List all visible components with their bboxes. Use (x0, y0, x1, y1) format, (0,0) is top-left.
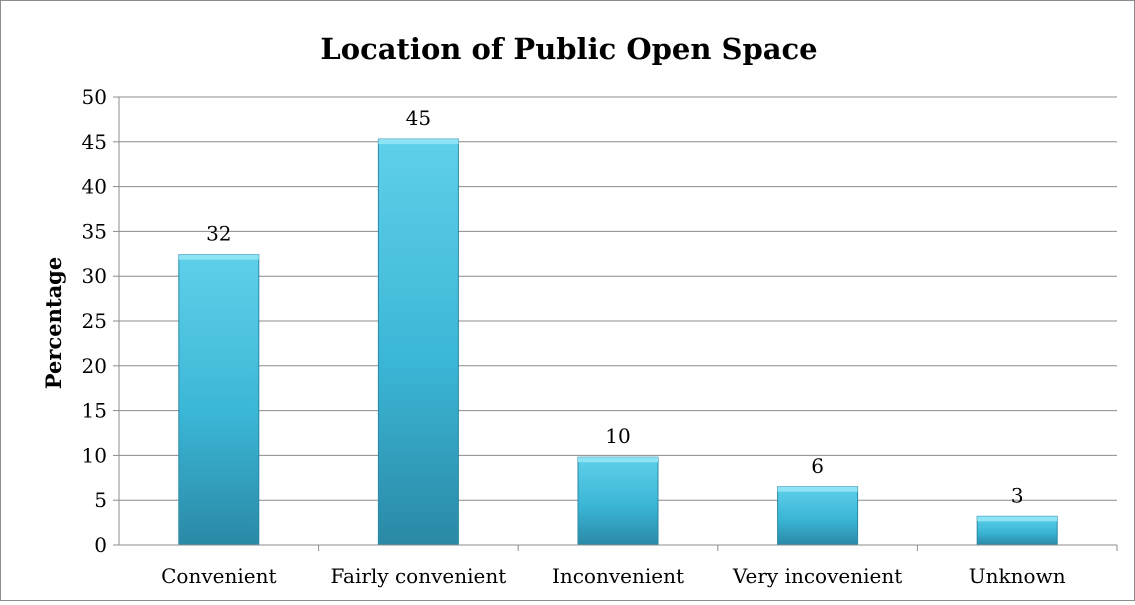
bar (377, 138, 459, 546)
y-tick-label: 15 (82, 399, 107, 423)
data-label: 10 (605, 424, 630, 448)
data-label: 3 (1011, 483, 1024, 507)
x-tick-label: Very incovenient (732, 564, 902, 588)
bar (577, 456, 659, 546)
bar (178, 254, 260, 546)
y-axis-ticks: 0 5 10 15 20 25 30 35 40 45 50 (82, 85, 107, 557)
x-tick-label: Convenient (161, 564, 276, 588)
x-tick-label: Inconvenient (552, 564, 684, 588)
y-tick-label: 30 (82, 264, 107, 288)
y-axis-label: Percentage (41, 257, 66, 389)
y-tick-label: 50 (82, 85, 107, 109)
y-tick-label: 35 (82, 219, 107, 243)
bars (178, 138, 1058, 546)
data-label: 6 (811, 454, 824, 478)
data-labels: 32 45 10 6 3 (206, 106, 1023, 507)
y-tick-label: 5 (94, 488, 107, 512)
y-tick-label: 10 (82, 443, 107, 467)
data-label: 45 (406, 106, 431, 130)
y-tick-label: 20 (82, 354, 107, 378)
y-tick-label: 25 (82, 309, 107, 333)
y-tick-label: 45 (82, 130, 107, 154)
data-label: 32 (206, 222, 231, 246)
x-tick-label: Fairly convenient (331, 564, 507, 588)
y-tick-label: 40 (82, 175, 107, 199)
chart-title: Location of Public Open Space (320, 32, 817, 66)
x-axis-ticks: Convenient Fairly convenient Inconvenient V… (161, 545, 1118, 588)
gridlines (113, 96, 1117, 546)
bar (777, 486, 859, 546)
bar (976, 515, 1058, 546)
y-tick-label: 0 (94, 533, 107, 557)
x-tick-label: Unknown (969, 564, 1066, 588)
